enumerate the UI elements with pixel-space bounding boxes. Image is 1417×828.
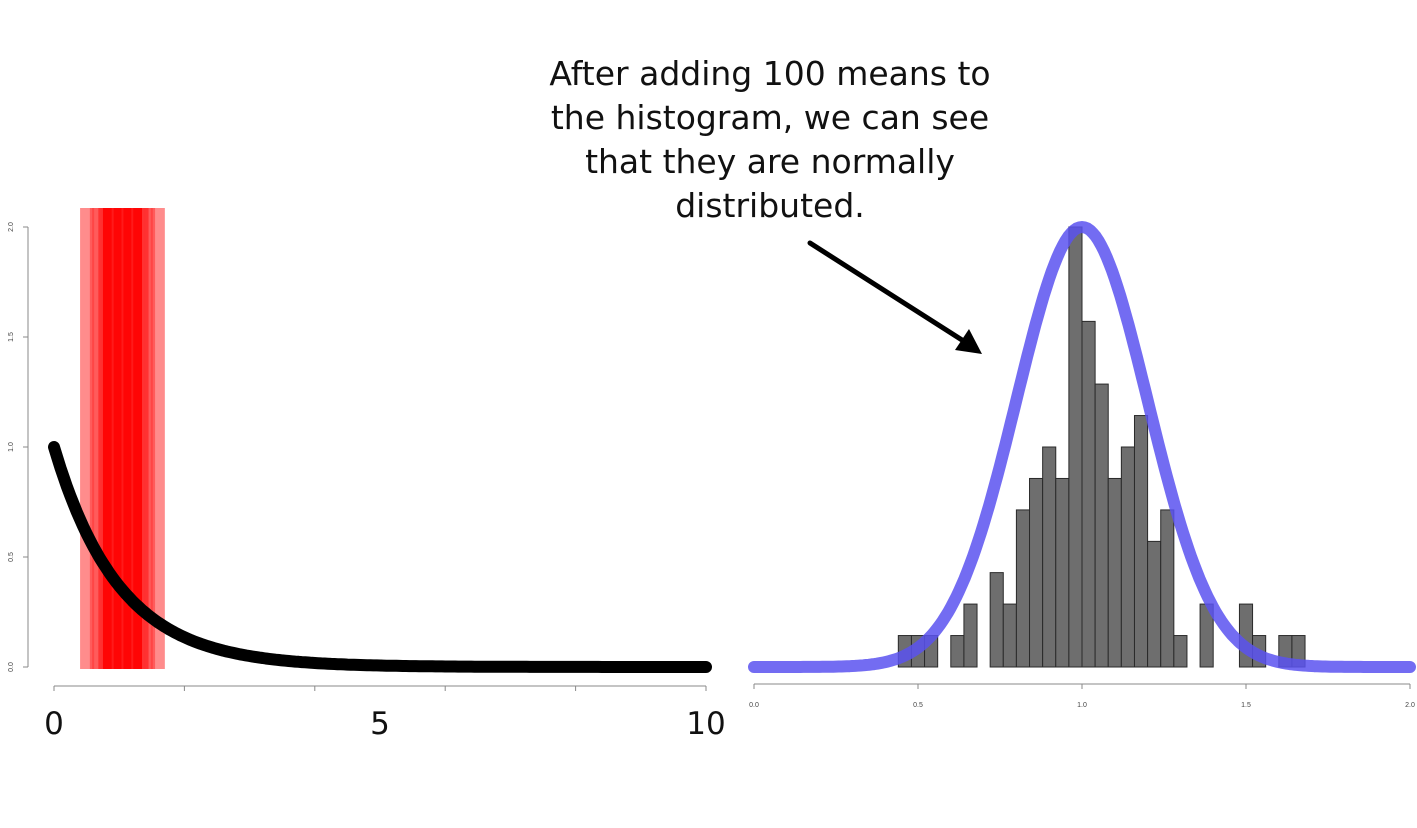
histogram-bar [1160,509,1175,668]
histogram-bar [1042,446,1057,668]
x-tick-label: 5 [370,706,390,742]
histogram-bar [1002,603,1017,668]
x-tick-label: 1.0 [1077,702,1087,709]
histogram-bar [1107,477,1122,668]
annotation-line: that they are normally [585,142,955,181]
histogram-bar [1055,477,1070,668]
annotation-line: distributed. [675,186,865,225]
right-chart: 0.0 0.5 1.0 1.5 2.0 [748,221,1416,709]
y-tick-label: 1.0 [8,442,15,452]
histogram-bar [1015,509,1031,668]
x-tick-label: 10 [686,706,725,742]
histogram-bar [1029,477,1044,668]
annotation-line: After adding 100 means to [549,54,991,93]
x-tick-label: 0.5 [913,702,923,709]
left-chart: 0.0 0.5 1.0 1.5 2.0 0 5 10 [8,208,726,742]
annotation-line: the histogram, we can see [550,98,990,137]
arrow-shaft [807,240,965,343]
annotation-text: After adding 100 means to the histogram,… [490,52,1050,228]
y-tick-label: 1.5 [8,332,15,342]
histogram-bar [1173,635,1188,668]
annotation-arrow [807,240,982,354]
histogram-bar [1094,383,1109,668]
histogram-bar [1147,540,1162,668]
histogram-bar [1120,446,1135,668]
y-tick-label: 0.5 [8,552,15,562]
histogram-bar [963,603,978,668]
histogram-bar [1133,415,1149,668]
histogram-bar [950,635,965,668]
y-tick-label: 0.0 [8,662,15,672]
arrow-head [955,329,982,354]
histogram-bar [989,572,1004,668]
x-tick-label: 2.0 [1405,702,1415,709]
histogram-bar [1068,226,1083,668]
x-tick-label: 0.0 [749,702,759,709]
y-tick-label: 2.0 [8,222,15,232]
histogram-bar [1081,320,1096,668]
normal-curve [748,221,1416,673]
exponential-curve [48,441,712,673]
x-tick-label: 0 [44,706,64,742]
x-tick-label: 1.5 [1241,702,1251,709]
